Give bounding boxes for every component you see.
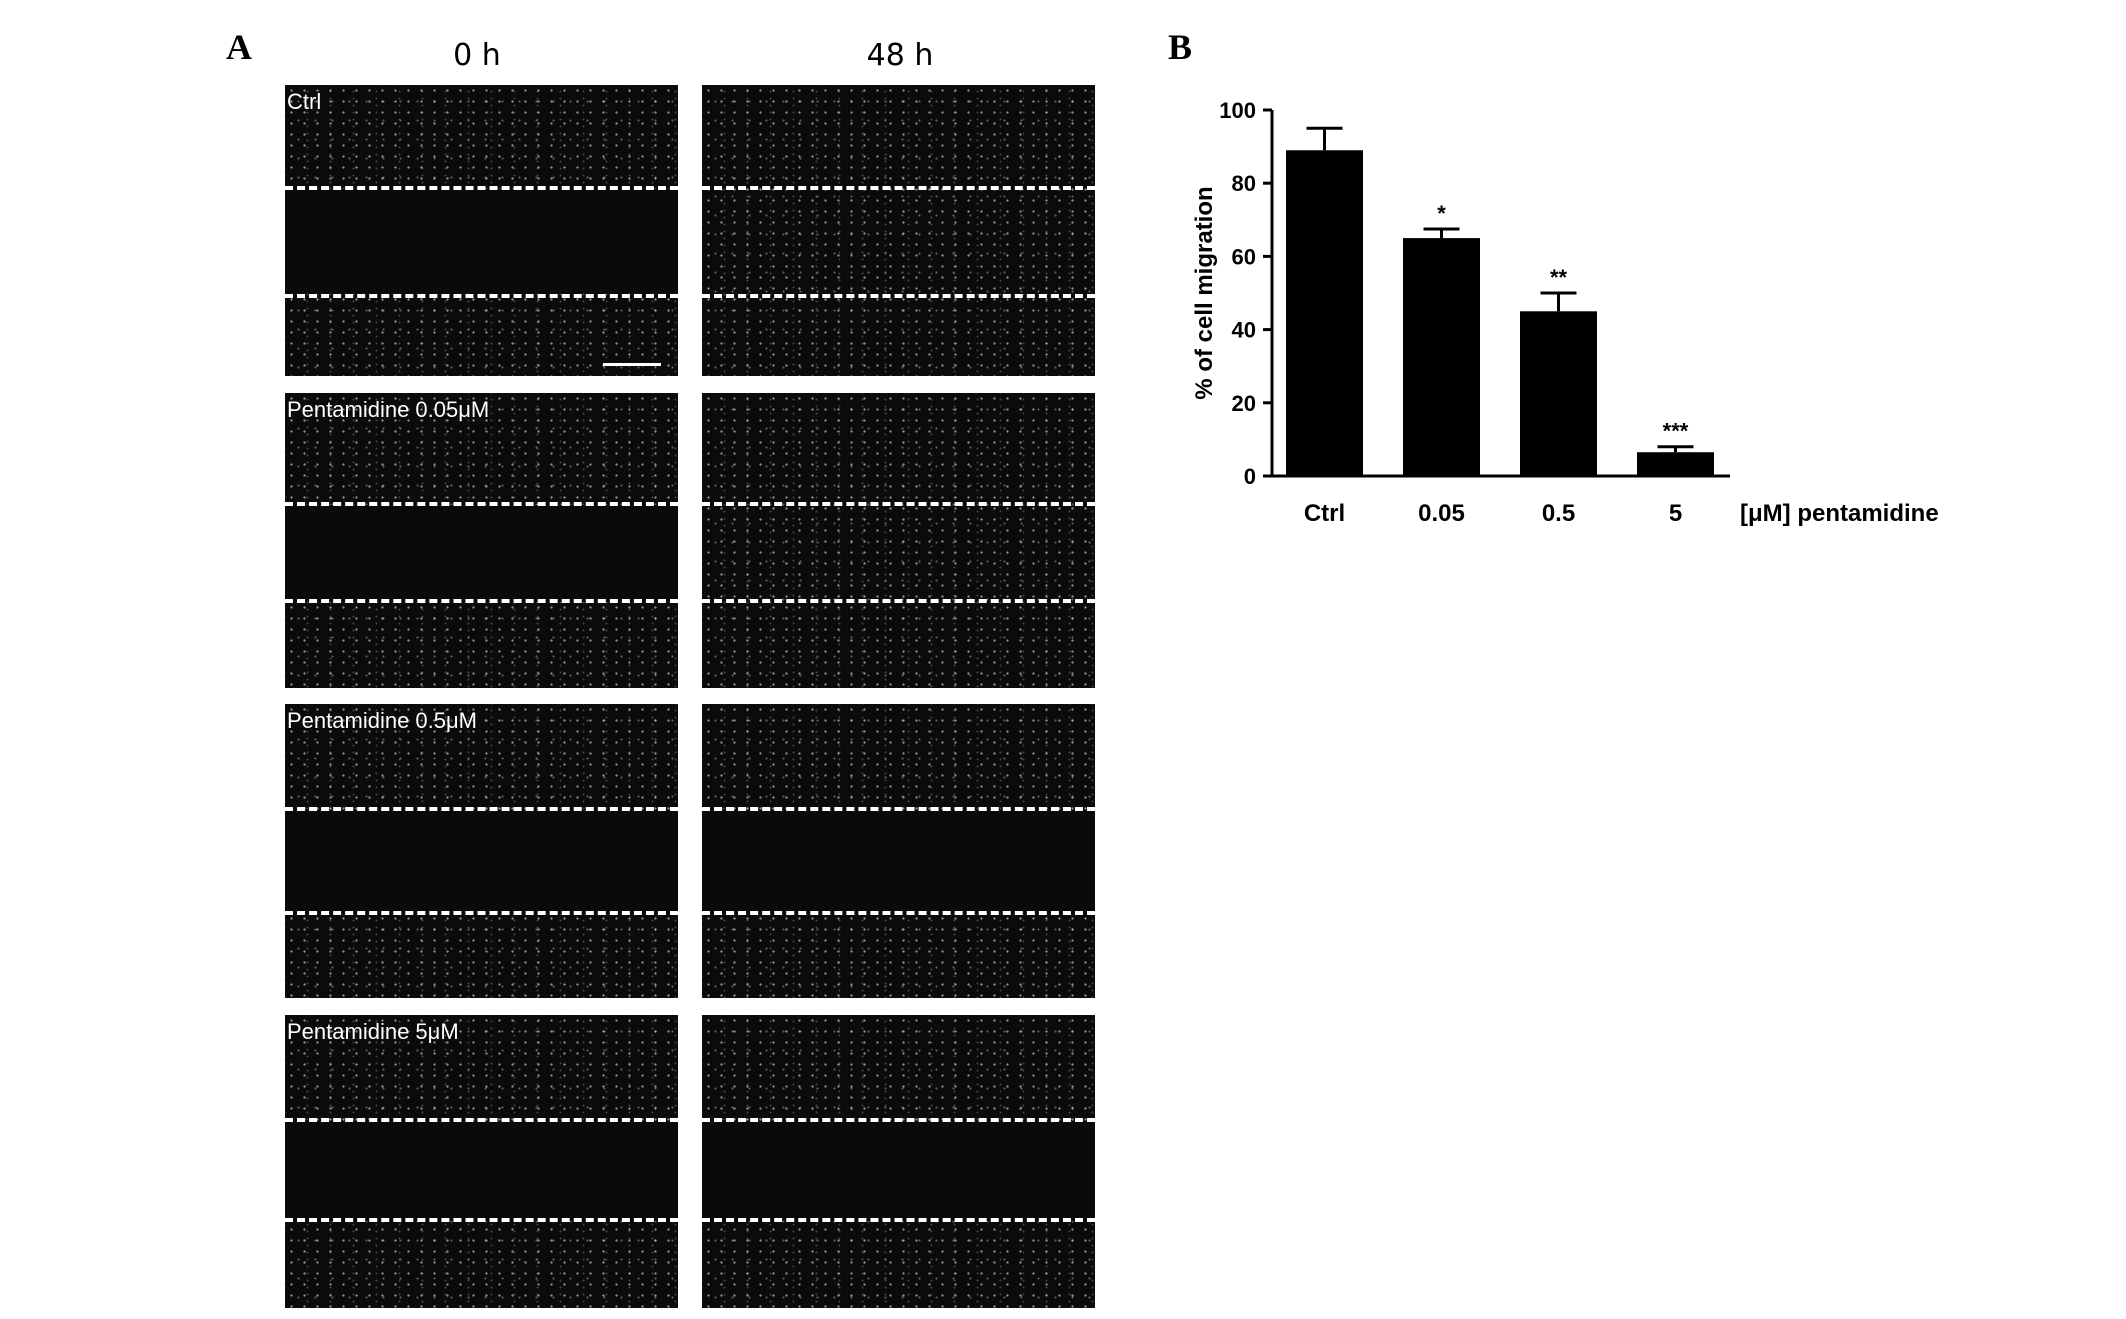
wound-edge-line: [702, 186, 1095, 190]
wound-edge-line: [702, 502, 1095, 506]
bar-chart: 0 20 40 60 80 100 % of cell migration Ctrl * 0.05…: [1191, 98, 1939, 527]
micrograph-005-0h: Pentamidine 0.05μM: [285, 393, 678, 688]
micrograph-5-0h: Pentamidine 5μM: [285, 1015, 678, 1308]
wound-edge-line: [285, 502, 678, 506]
significance-label: ***: [1663, 419, 1689, 444]
micrograph-05-48h: [702, 704, 1095, 998]
wound-edge-line: [285, 599, 678, 603]
micrograph-05-0h: Pentamidine 0.5μM: [285, 704, 678, 998]
wound-edge-line: [285, 294, 678, 298]
x-tick-label: 0.05: [1418, 500, 1465, 527]
significance-label: **: [1550, 265, 1568, 290]
wound-edge-line: [285, 1218, 678, 1222]
bar: [1520, 311, 1597, 476]
micrograph-005-48h: [702, 393, 1095, 688]
row-label-05: Pentamidine 0.5μM: [287, 708, 477, 733]
bar: [1403, 238, 1480, 476]
bar: [1286, 150, 1363, 476]
row-label-ctrl: Ctrl: [287, 89, 322, 114]
micrograph-ctrl-48h: [702, 85, 1095, 376]
bar: [1637, 452, 1714, 476]
y-tick-label: 100: [1219, 98, 1256, 123]
micrograph-ctrl-0h: Ctrl: [285, 85, 678, 376]
wound-edge-line: [285, 1118, 678, 1122]
micrograph-5-48h: [702, 1015, 1095, 1308]
y-tick-label: 60: [1232, 244, 1256, 269]
column-header-0h: 0 h: [453, 38, 501, 73]
x-axis-label: [μM] pentamidine: [1740, 500, 1939, 527]
wound-edge-line: [702, 807, 1095, 811]
y-tick-label: 20: [1232, 391, 1256, 416]
wound-edge-line: [702, 1218, 1095, 1222]
y-tick-label: 80: [1232, 171, 1256, 196]
y-axis-label: % of cell migration: [1191, 186, 1218, 399]
significance-label: *: [1437, 201, 1446, 226]
panel-b-letter: B: [1168, 27, 1193, 67]
wound-edge-line: [285, 186, 678, 190]
x-tick-label: 5: [1669, 500, 1682, 527]
wound-edge-line: [285, 911, 678, 915]
wound-edge-line: [702, 911, 1095, 915]
panel-a-letter: A: [226, 27, 252, 67]
wound-edge-line: [702, 599, 1095, 603]
x-tick-label: Ctrl: [1304, 500, 1345, 527]
wound-edge-line: [702, 1118, 1095, 1122]
x-tick-label: 0.5: [1542, 500, 1575, 527]
scale-bar: [603, 363, 661, 366]
row-label-5: Pentamidine 5μM: [287, 1019, 459, 1044]
y-tick-label: 40: [1232, 318, 1256, 343]
wound-edge-line: [285, 807, 678, 811]
y-tick-label: 0: [1244, 464, 1256, 489]
column-header-48h: 48 h: [866, 38, 934, 73]
wound-edge-line: [702, 294, 1095, 298]
row-label-005: Pentamidine 0.05μM: [287, 397, 490, 422]
